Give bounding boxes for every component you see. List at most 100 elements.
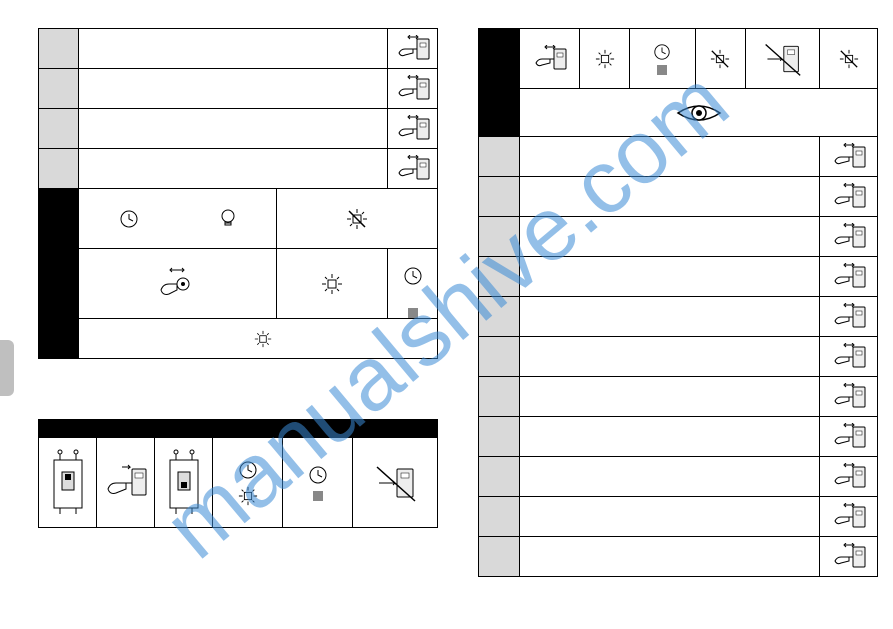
hand-panel-icon: [831, 183, 867, 211]
black-label: [479, 29, 520, 89]
icon-cell: [79, 319, 438, 359]
icon-cell: [820, 257, 878, 297]
content-cell: [79, 29, 388, 69]
label-cell: [39, 69, 79, 109]
icon-cell: [39, 438, 97, 528]
breaker-icon: [48, 448, 88, 518]
black-header: [39, 420, 438, 438]
hand-panel-icon: [831, 503, 867, 531]
eye-icon: [674, 99, 724, 127]
hand-panel-icon: [831, 263, 867, 291]
hand-panel-icon: [395, 35, 431, 63]
content-cell: [520, 257, 820, 297]
sun-cross-icon: [346, 208, 368, 230]
icon-cell: [213, 438, 283, 528]
icon-cell: [580, 29, 630, 89]
icon-cell: [388, 249, 438, 319]
content-cell: [520, 417, 820, 457]
label-cell: [479, 537, 520, 577]
content-cell: [520, 297, 820, 337]
content-cell: [79, 69, 388, 109]
icon-cell: [820, 377, 878, 417]
icon-cell: [820, 297, 878, 337]
hand-panel-icon: [532, 45, 568, 73]
black-label: [39, 189, 79, 249]
hand-panel-icon: [395, 155, 431, 183]
label-cell: [479, 257, 520, 297]
icon-cell: [745, 29, 819, 89]
icon-cell: [820, 537, 878, 577]
clock-icon: [653, 43, 671, 61]
label-cell: [39, 109, 79, 149]
content-cell: [520, 497, 820, 537]
content-cell: [520, 537, 820, 577]
hand-panel-icon: [831, 463, 867, 491]
label-cell: [39, 149, 79, 189]
gray-square-icon: [408, 308, 418, 318]
icon-cell: [276, 189, 437, 249]
hand-panel-icon: [831, 543, 867, 571]
left-upper-table: [38, 28, 438, 359]
content-cell: [79, 109, 388, 149]
content-cell: [520, 457, 820, 497]
gray-square-icon: [313, 491, 323, 501]
clock-icon: [238, 460, 258, 480]
label-cell: [479, 457, 520, 497]
icon-cell: [820, 417, 878, 457]
icon-cell: [155, 438, 213, 528]
eye-cell: [520, 89, 878, 137]
icon-cell: [388, 109, 438, 149]
hand-panel-icon: [831, 343, 867, 371]
icon-cell: [820, 177, 878, 217]
icon-cell: [353, 438, 438, 528]
label-cell: [479, 297, 520, 337]
breaker-icon: [164, 448, 204, 518]
icon-cell: [97, 438, 155, 528]
label-cell: [39, 29, 79, 69]
sun-small-icon: [254, 330, 272, 348]
content-cell: [520, 377, 820, 417]
icon-cell: [820, 337, 878, 377]
content-cell: [520, 217, 820, 257]
label-cell: [479, 337, 520, 377]
icon-cell: [283, 438, 353, 528]
hand-panel-icon: [831, 423, 867, 451]
label-cell: [479, 137, 520, 177]
label-cell: [479, 217, 520, 257]
clock-icon: [308, 465, 328, 485]
bulb-icon: [220, 209, 236, 229]
icon-cell: [820, 137, 878, 177]
label-cell: [479, 497, 520, 537]
icon-cell: [820, 497, 878, 537]
left-lower-table: [38, 419, 438, 528]
gray-square-icon: [657, 65, 667, 75]
page-spine: [0, 340, 14, 396]
hand-panel-icon: [831, 223, 867, 251]
icon-cell: [629, 29, 695, 89]
icon-cell: [388, 29, 438, 69]
content-cell: [520, 337, 820, 377]
label-cell: [479, 177, 520, 217]
sun-icon: [595, 49, 615, 69]
panel-cross-icon: [373, 461, 417, 505]
label-cell: [479, 377, 520, 417]
hand-panel-single-icon: [104, 463, 148, 503]
sun-icon: [321, 273, 343, 295]
icon-cell: [388, 69, 438, 109]
label-cell: [479, 417, 520, 457]
panel-cross-icon: [762, 39, 802, 79]
content-cell: [520, 177, 820, 217]
hand-panel-icon: [395, 75, 431, 103]
sun-cross-icon: [710, 49, 730, 69]
clock-icon: [403, 266, 423, 286]
icon-cell: [388, 149, 438, 189]
hand-panel-icon: [831, 143, 867, 171]
icon-cell: [79, 249, 277, 319]
content-cell: [79, 149, 388, 189]
icon-cell: [820, 29, 878, 89]
icon-cell: [820, 217, 878, 257]
icon-cell: [520, 29, 580, 89]
sun-icon: [238, 486, 258, 506]
icon-cell: [696, 29, 746, 89]
black-label: [39, 319, 79, 359]
